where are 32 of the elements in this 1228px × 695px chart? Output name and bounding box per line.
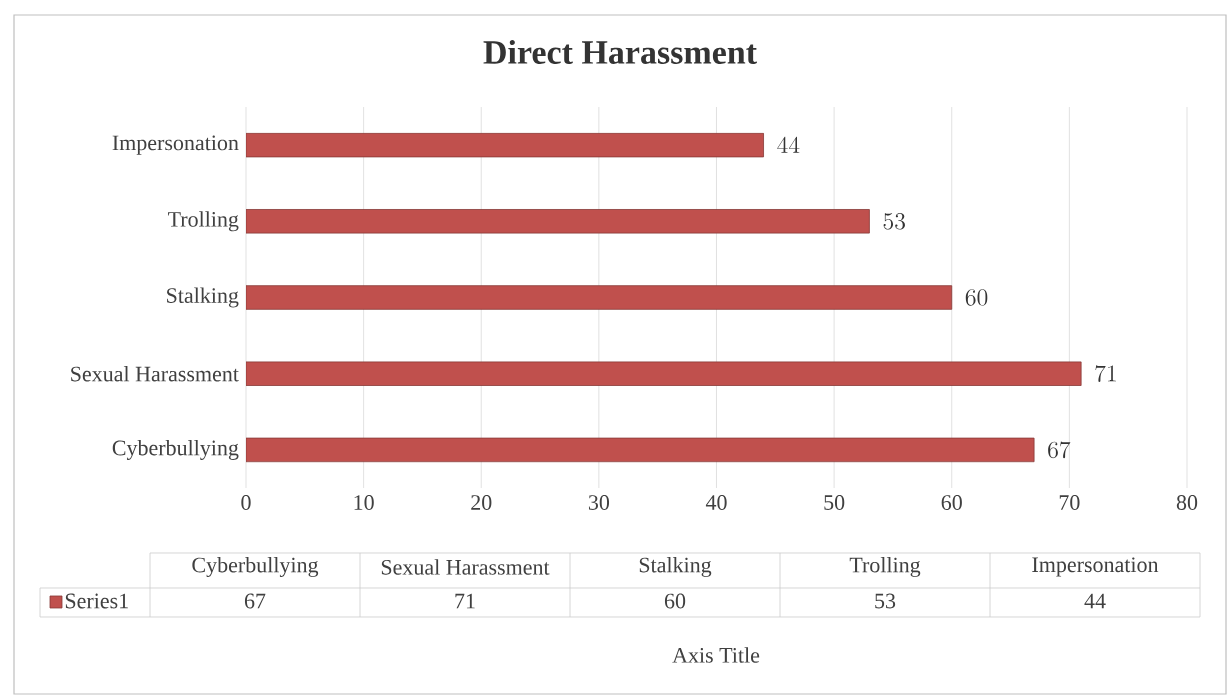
y-tick-label: Impersonation (112, 135, 239, 155)
category-label: Stalking (639, 557, 712, 577)
x-tick-label: 30 (588, 495, 610, 510)
text: 44 (1084, 593, 1106, 609)
chart-title: Direct Harassment (483, 40, 757, 64)
y-tick-label: Cyberbullying (112, 439, 239, 460)
x-tick-label: 10 (354, 495, 374, 510)
x-tick-label: 20 (471, 495, 492, 510)
y-tick-label: Trolling (168, 211, 239, 232)
x-tick-label: 40 (705, 495, 727, 510)
y-tick-label: Stalking (167, 287, 239, 308)
data-label: 60 (965, 289, 988, 306)
category-label: Trolling (849, 557, 921, 577)
legend-label: Series1 (65, 593, 128, 609)
text: 67 (244, 593, 266, 609)
x-tick-label: 60 (941, 495, 962, 510)
x-tick-label: 50 (824, 495, 845, 510)
data-label: 67 (1048, 441, 1071, 459)
text: 60 (664, 593, 686, 609)
data-label: 44 (777, 136, 800, 153)
x-tick-label: 70 (1059, 495, 1080, 510)
category-label: Impersonation (1032, 557, 1159, 577)
data-label: 71 (1095, 365, 1116, 382)
text: 53 (875, 593, 896, 609)
y-tick-label: Sexual Harassment (71, 365, 239, 382)
text: 71 (455, 593, 475, 609)
x-tick-label: 0 (241, 495, 251, 510)
category-label: Sexual Harassment (381, 559, 550, 575)
data-label: 53 (883, 213, 905, 230)
x-tick-label: 80 (1176, 495, 1198, 510)
text: Axis Title (672, 647, 760, 663)
category-label: Cyberbullying (192, 557, 319, 577)
